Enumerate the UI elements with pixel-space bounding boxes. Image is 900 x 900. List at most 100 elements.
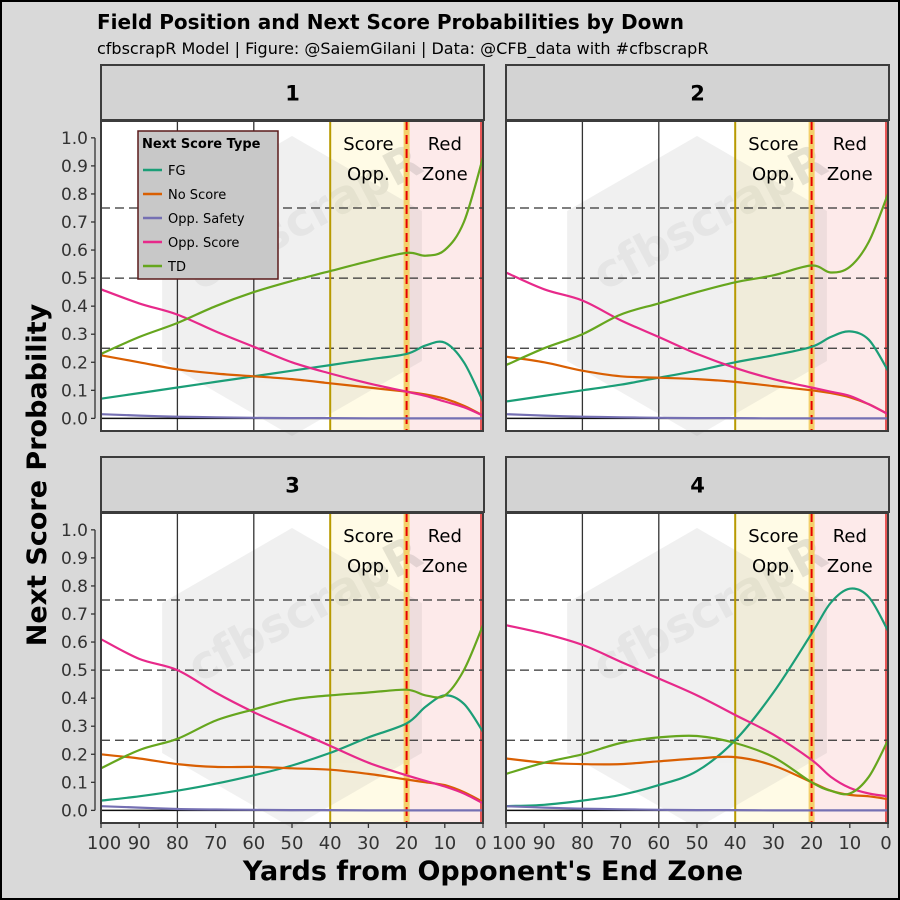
red-zone-label-line1: Red	[833, 526, 867, 547]
y-tick-label: 0.5	[61, 661, 88, 681]
x-tick-label: 60	[647, 833, 670, 854]
y-tick-label: 0.9	[61, 549, 88, 569]
series-line-opp-safety	[505, 805, 888, 812]
legend-label-no-score: No Score	[168, 188, 226, 203]
score-opp-label-line1: Score	[343, 134, 393, 155]
legend-label-td: TD	[167, 260, 186, 275]
x-tick-label: 0	[475, 833, 486, 854]
x-tick-label: 30	[762, 833, 785, 854]
x-tick-label: 80	[571, 833, 594, 854]
facet-strip-label: 3	[285, 474, 300, 498]
y-tick-label: 0.0	[61, 409, 88, 429]
y-tick-label: 0.1	[61, 381, 88, 401]
series-line-no-score	[100, 354, 484, 417]
y-tick-label: 0.7	[61, 605, 88, 625]
series-line-td	[100, 157, 485, 355]
x-tick-label: 80	[166, 833, 189, 854]
region-score-opp	[330, 121, 407, 431]
series-line-no-score	[505, 755, 889, 801]
score-opp-label-line2: Opp.	[752, 556, 795, 577]
facet-strip	[505, 64, 890, 121]
red-zone-label-line1: Red	[428, 134, 462, 155]
y-tick-label: 0.3	[61, 325, 88, 345]
chart-title: Field Position and Next Score Probabilit…	[97, 10, 684, 34]
series-line-opp-safety	[100, 805, 483, 812]
x-tick-label: 70	[609, 833, 632, 854]
chart-subtitle: cfbscrapR Model | Figure: @SaiemGilani |…	[97, 39, 708, 59]
y-tick-label: 0.2	[61, 745, 88, 765]
series-line-td	[100, 624, 485, 770]
legend-title: Next Score Type	[142, 137, 261, 152]
series-line-no-score	[505, 355, 889, 416]
y-tick-label: 0.9	[61, 157, 88, 177]
region-red-zone	[811, 121, 888, 431]
series-line-opp-score	[505, 271, 889, 416]
watermark-hexagon	[162, 528, 422, 828]
y-tick-label: 0.0	[61, 801, 88, 821]
watermark-hexagon	[567, 136, 827, 436]
series-line-fg	[505, 587, 889, 808]
facet-panel-3: 3cfbscrapRScoreOpp.RedZone0.00.10.20.30.…	[61, 456, 487, 854]
x-tick-label: 90	[533, 833, 556, 854]
x-tick-label: 100	[492, 833, 526, 854]
score-opp-label-line1: Score	[343, 526, 393, 547]
series-line-opp-safety	[100, 413, 483, 420]
x-tick-label: 100	[87, 833, 121, 854]
y-tick-label: 0.4	[61, 297, 88, 317]
facet-strip	[100, 64, 485, 121]
x-tick-label: 10	[433, 833, 456, 854]
y-tick-label: 0.8	[61, 577, 88, 597]
x-tick-label: 70	[204, 833, 227, 854]
x-tick-label: 0	[880, 833, 891, 854]
score-opp-label-line2: Opp.	[347, 556, 390, 577]
series-line-opp-score	[100, 288, 484, 417]
series-line-td	[505, 193, 890, 367]
y-tick-label: 1.0	[61, 129, 88, 149]
legend-label-opp-score: Opp. Score	[168, 236, 239, 251]
x-tick-label: 50	[686, 833, 709, 854]
panel-border	[100, 120, 484, 432]
y-tick-label: 0.5	[61, 269, 88, 289]
score-opp-label-line1: Score	[748, 134, 798, 155]
series-line-opp-score	[505, 624, 889, 798]
x-axis-title: Yards from Opponent's End Zone	[242, 856, 743, 887]
legend-box	[137, 130, 279, 280]
y-tick-label: 0.7	[61, 213, 88, 233]
y-tick-label: 0.6	[61, 241, 88, 261]
y-tick-label: 0.6	[61, 633, 88, 653]
region-score-opp	[735, 513, 812, 823]
x-tick-label: 10	[838, 833, 861, 854]
region-red-zone	[406, 513, 483, 823]
red-zone-label-line2: Zone	[827, 556, 873, 577]
x-tick-label: 40	[319, 833, 342, 854]
red-zone-label-line2: Zone	[422, 164, 468, 185]
y-tick-label: 0.3	[61, 717, 88, 737]
x-tick-label: 50	[281, 833, 304, 854]
red-zone-label-line1: Red	[833, 134, 867, 155]
score-opp-label-line2: Opp.	[752, 164, 795, 185]
series-line-td	[505, 734, 889, 796]
panel-border	[505, 120, 889, 432]
x-tick-label: 90	[128, 833, 151, 854]
facet-strip-label: 1	[285, 82, 300, 106]
series-line-no-score	[100, 753, 484, 803]
facet-strip-label: 4	[690, 474, 705, 498]
y-tick-label: 0.2	[61, 353, 88, 373]
legend-label-fg: FG	[168, 164, 186, 179]
red-zone-label-line1: Red	[428, 526, 462, 547]
score-opp-label-line1: Score	[748, 526, 798, 547]
y-tick-label: 0.1	[61, 773, 88, 793]
watermark: cfbscrapR	[567, 133, 836, 436]
facet-strip-label: 2	[690, 82, 705, 106]
facet-strip	[100, 456, 485, 513]
region-red-zone	[406, 121, 483, 431]
y-tick-label: 0.4	[61, 689, 88, 709]
series-line-fg	[100, 340, 484, 402]
x-tick-label: 30	[357, 833, 380, 854]
x-tick-label: 20	[800, 833, 823, 854]
y-axis-title: Next Score Probability	[22, 303, 53, 646]
x-tick-label: 20	[395, 833, 418, 854]
